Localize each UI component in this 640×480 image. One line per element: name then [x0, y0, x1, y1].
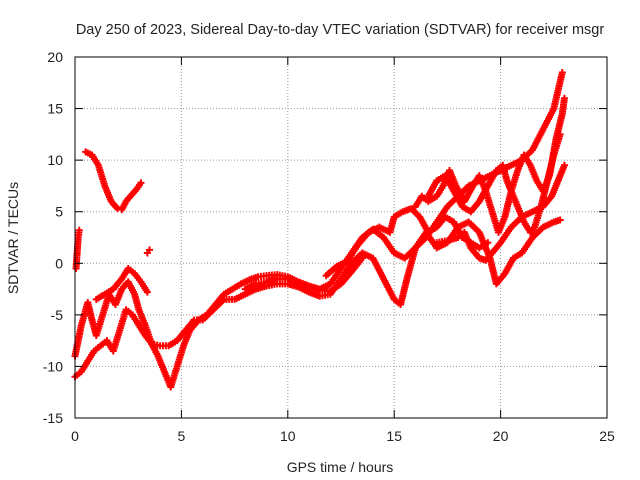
y-tick-label: -15 — [43, 410, 63, 426]
data-point — [556, 216, 564, 224]
x-tick-label: 5 — [178, 428, 186, 444]
x-tick-label: 25 — [599, 428, 615, 444]
y-tick-label: 15 — [47, 101, 63, 117]
x-tick-label: 20 — [493, 428, 509, 444]
data-points — [71, 68, 568, 391]
axis-ticks — [74, 56, 608, 419]
y-tick-label: -5 — [51, 307, 64, 323]
data-point — [358, 254, 366, 262]
series-7 — [322, 205, 492, 280]
data-point — [137, 179, 145, 187]
data-point — [143, 288, 151, 296]
y-tick-labels: -15 -10 -5 0 5 10 15 20 — [43, 49, 63, 426]
data-point — [560, 161, 568, 169]
data-point — [145, 246, 153, 254]
data-point — [558, 68, 566, 76]
series-6 — [241, 254, 366, 295]
series-2 — [82, 148, 145, 214]
x-tick-label: 15 — [386, 428, 402, 444]
y-tick-label: 0 — [55, 255, 63, 271]
series-4 — [143, 246, 153, 257]
series-9 — [411, 94, 568, 236]
data-point — [560, 94, 568, 102]
y-tick-label: 10 — [47, 152, 63, 168]
series-5 — [92, 264, 151, 303]
x-tick-label: 10 — [280, 428, 296, 444]
x-tick-labels: 0 5 10 15 20 25 — [71, 428, 615, 444]
data-point — [484, 239, 492, 247]
y-axis-label: SDTVAR / TECUs — [5, 182, 21, 294]
x-axis-label: GPS time / hours — [287, 459, 394, 475]
y-tick-label: 5 — [55, 204, 63, 220]
x-tick-label: 0 — [71, 428, 79, 444]
plot-frame — [74, 56, 608, 419]
series-10 — [433, 161, 568, 264]
y-tick-label: -10 — [43, 358, 63, 374]
chart-title: Day 250 of 2023, Sidereal Day-to-day VTE… — [76, 22, 605, 38]
data-point — [75, 226, 83, 234]
data-point — [114, 205, 122, 213]
y-tick-label: 20 — [47, 49, 63, 65]
